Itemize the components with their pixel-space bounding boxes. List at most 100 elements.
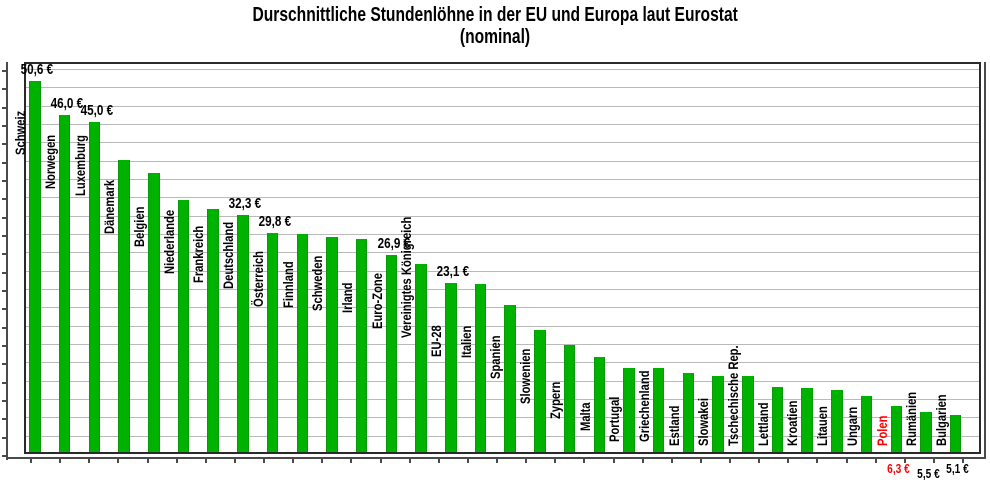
bar-Schweiz [29,80,41,452]
bar-Deutschland [237,215,249,452]
bar-Belgien [148,172,160,452]
x-axis-tick [466,459,469,463]
bar-Irland [355,238,368,452]
gridline [26,362,979,364]
y-axis-tick [2,180,6,182]
gridline [26,307,979,309]
y-axis-tick [2,455,6,457]
y-axis-tick [2,436,6,439]
x-axis-tick [583,459,586,463]
bar-EU-28 [445,282,457,452]
x-axis-tick [845,459,848,463]
bar-Slowakei [712,375,724,452]
bar-Euro-Zone [385,254,398,452]
bar-Tschechische Rep. [742,376,754,452]
x-axis-tick [263,459,265,463]
chart-title-line1: Durschnittliche Stundenlöhne in der EU u… [252,4,738,26]
x-axis-tick [88,459,91,463]
y-axis-tick [2,345,6,347]
x-axis-tick [699,459,702,463]
x-axis-tick [816,459,819,463]
x-axis-tick [554,459,557,463]
gridline [26,87,979,89]
y-axis-tick [2,161,6,164]
gridline [26,142,979,144]
y-axis-tick [2,381,6,384]
gridline [26,289,979,290]
x-axis-tick [874,459,877,463]
x-axis-tick [612,459,615,463]
bar-Estland [682,372,695,452]
x-axis-tick [525,459,528,463]
x-axis-tick [204,459,207,463]
x-axis-tick [932,459,935,463]
plot-area [24,62,981,454]
gridline [26,124,979,125]
x-axis-tick [408,459,411,463]
bar-Malta [593,356,606,452]
x-axis-tick [350,459,353,463]
bar-Griechenland [652,368,665,452]
value-label-Polen: 6,3 € [887,461,910,476]
bar-Norwegen [58,114,71,452]
bar-Italien [474,284,487,452]
chart-title: Durschnittliche Stundenlöhne in der EU u… [0,4,990,48]
x-axis-tick [292,459,295,463]
x-axis-tick [117,459,120,463]
x-axis-tick [321,459,324,463]
gridline [26,215,979,217]
y-axis-tick [2,88,6,91]
bar-Dänemark [118,160,130,452]
right-axis-line [984,62,986,458]
y-axis-tick [2,400,6,402]
y-axis-tick [2,271,6,274]
x-axis-tick [30,459,32,463]
bar-Spanien [504,305,516,452]
gridline [26,325,979,327]
y-axis-tick [2,418,6,421]
y-axis-tick [2,125,6,127]
y-axis-line [6,62,8,460]
y-axis-tick [2,70,6,72]
x-axis-tick [146,459,149,463]
gridline [26,399,979,400]
bar-Luxemburg [88,122,101,452]
bar-Portugal [623,367,635,452]
x-axis-tick [175,459,178,463]
bar-Vereinigtes Königreich [415,263,427,452]
x-axis-tick [641,459,644,463]
y-axis-tick [2,290,6,292]
y-axis-tick [2,363,6,366]
x-axis-tick [903,459,906,463]
x-axis-tick [787,459,790,463]
bar-Finnland [296,234,309,452]
gridline [26,160,979,162]
value-label-Bulgarien: 5,1 € [946,461,969,476]
gridline [26,270,979,272]
x-axis-tick [496,459,498,463]
bar-Kroatien [801,388,813,452]
bar-Polen [890,405,903,452]
x-axis-tick [758,459,761,463]
y-axis-tick [2,253,6,256]
x-axis-line [6,457,986,459]
bar-Österreich [266,233,279,452]
bar-Zypern [563,344,576,452]
bar-Rumänien [920,411,932,452]
gridline [26,435,979,437]
y-axis-tick [2,235,6,237]
bar-Slowenien [534,330,546,452]
x-axis-tick [233,459,236,463]
gridline [26,380,979,382]
y-axis-tick [2,308,6,311]
bar-Ungarn [860,395,873,452]
bar-Bulgarien [949,414,962,452]
x-axis-tick [670,459,673,463]
chart-title-line2: (nominal) [459,26,531,48]
y-axis-tick [2,198,6,201]
x-axis-tick [59,459,62,463]
gridline [26,69,979,70]
gridline [26,105,979,107]
bar-Litauen [831,389,843,452]
